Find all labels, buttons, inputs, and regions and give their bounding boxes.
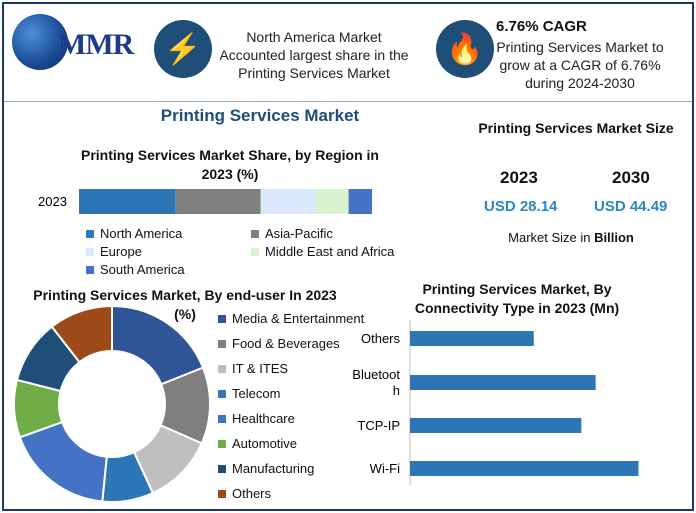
enduser-legend-0-label: Media & Entertainment (232, 311, 365, 326)
enduser-legend-5: Automotive (218, 436, 297, 451)
connectivity-chart-title: Printing Services Market, By Connectivit… (414, 281, 620, 316)
flame-icon: 🔥 (436, 20, 494, 78)
north-america-text: North America Market Accounted largest s… (219, 29, 409, 81)
region-legend-1-label: Asia-Pacific (265, 226, 333, 241)
donut-slice-4 (18, 420, 108, 503)
region-segment-3 (316, 189, 349, 214)
region-legend-4-swatch (86, 265, 94, 274)
enduser-legend-4-label: Healthcare (232, 411, 295, 426)
enduser-legend-2-label: IT & ITES (232, 361, 289, 376)
enduser-legend-1-label: Food & Beverages (232, 336, 340, 351)
enduser-legend-2: IT & ITES (218, 361, 288, 376)
region-legend-3-swatch (251, 247, 259, 256)
region-legend-3-label: Middle East and Africa (265, 244, 395, 259)
region-legend-1-swatch (251, 229, 259, 238)
connectivity-bar-3 (410, 461, 639, 476)
enduser-legend-6-label: Manufacturing (232, 461, 315, 476)
region-legend-3: Middle East and Africa (251, 244, 394, 259)
enduser-legend-1: Food & Beverages (218, 336, 340, 351)
region-legend-4-label: South America (100, 262, 185, 277)
enduser-legend-7-swatch (218, 489, 226, 498)
enduser-legend-4: Healthcare (218, 411, 295, 426)
region-segment-0 (79, 189, 176, 214)
region-category-label: 2023 (38, 194, 67, 209)
lightning-icon: ⚡ (154, 20, 212, 78)
market-size-title: Printing Services Market Size (478, 120, 674, 136)
cagr-text: Printing Services Market to grow at a CA… (496, 39, 664, 91)
enduser-legend-3-label: Telecom (232, 386, 281, 401)
year-2023: 2023 (500, 168, 538, 187)
enduser-legend-1-swatch (218, 339, 226, 348)
value-2030: USD 44.49 (594, 198, 668, 215)
donut-slice-7 (50, 304, 113, 364)
enduser-legend-6: Manufacturing (218, 461, 314, 476)
header-bar (4, 4, 692, 102)
cagr-title: 6.76% CAGR (496, 18, 587, 35)
size-note: Market Size in Billion (486, 230, 656, 245)
connectivity-label-0: Others (361, 331, 401, 346)
enduser-legend-2-swatch (218, 364, 226, 373)
region-segment-1 (175, 189, 261, 214)
value-2023: USD 28.14 (484, 198, 558, 215)
year-2030: 2030 (612, 168, 650, 187)
region-legend-0-label: North America (100, 226, 183, 241)
enduser-legend-3-swatch (218, 389, 226, 398)
size-note-prefix: Market Size in (508, 230, 595, 245)
enduser-chart-title: Printing Services Market, By end-user In… (33, 287, 337, 322)
connectivity-label-2: TCP-IP (357, 418, 400, 433)
region-chart-title: Printing Services Market Share, by Regio… (81, 147, 379, 182)
size-note-unit: Billion (594, 230, 634, 245)
main-title: Printing Services Market (160, 106, 360, 125)
connectivity-bar-1 (410, 375, 596, 390)
region-legend-2-label: Europe (100, 244, 142, 259)
globe-icon (12, 14, 68, 70)
enduser-legend-5-label: Automotive (232, 436, 298, 451)
region-legend-0-swatch (86, 229, 94, 238)
enduser-legend-3: Telecom (218, 386, 280, 401)
region-legend-0: North America (86, 226, 182, 241)
region-segment-2 (260, 189, 317, 214)
mmr-logo: MMR (12, 10, 152, 70)
logo-text: MMR (58, 28, 134, 61)
enduser-legend-0-swatch (218, 314, 226, 323)
region-legend-4: South America (86, 262, 185, 277)
enduser-legend-7-label: Others (232, 486, 272, 501)
enduser-legend-4-swatch (218, 414, 226, 423)
region-legend-2: Europe (86, 244, 142, 259)
connectivity-label-1: Bluetoot h (352, 367, 400, 398)
connectivity-bar-0 (410, 331, 534, 346)
enduser-legend-6-swatch (218, 464, 226, 473)
region-segment-4 (348, 189, 372, 214)
enduser-legend-0: Media & Entertainment (218, 311, 364, 326)
enduser-legend-5-swatch (218, 439, 226, 448)
region-legend-1: Asia-Pacific (251, 226, 333, 241)
connectivity-bar-2 (410, 418, 582, 433)
region-legend-2-swatch (86, 247, 94, 256)
enduser-legend-7: Others (218, 486, 271, 501)
connectivity-label-3: Wi-Fi (370, 461, 400, 476)
